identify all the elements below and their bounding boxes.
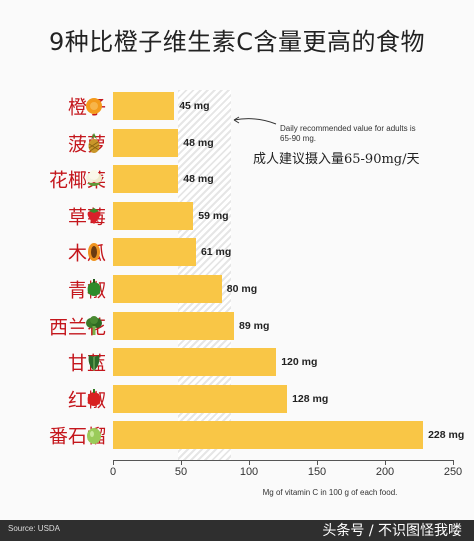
x-tick-label: 0 [109,466,117,478]
bar-value-label: 128 mg [292,392,329,405]
footer-bar [0,520,474,541]
bar-value-label: 48 mg [183,136,214,149]
orange-icon [86,98,102,114]
green-pepper-icon [87,279,101,296]
red-pepper-icon [87,388,101,406]
source-text: Source: USDA [8,524,61,533]
annotation-english: Daily recommended value for adults is 65… [280,124,416,143]
bar [113,275,222,303]
bar [113,348,277,377]
x-tick-label: 100 [239,466,259,478]
watermark-text: 头条号 / 不识图怪我喽 [322,523,462,539]
bar-value-label: 48 mg [183,173,214,186]
bar [113,201,194,230]
strawberry-icon [87,207,101,224]
x-tick [317,460,318,465]
bar [113,238,196,267]
papaya-icon [88,243,100,262]
kale-icon [88,355,100,372]
chart-title: 9种比橙子维生素C含量更高的食物 [48,28,426,56]
pineapple-icon [88,132,100,153]
bar-value-label: 61 mg [200,246,232,259]
x-axis-line [113,460,453,461]
bar [113,165,179,194]
x-tick-label: 50 [174,466,188,478]
bar [113,311,235,340]
x-tick [453,460,454,465]
bar-value-label: 45 mg [179,100,210,112]
x-tick [181,460,182,465]
x-axis-label: Mg of vitamin C in 100 g of each food. [262,488,398,497]
x-tick [249,460,250,465]
cauliflower-icon [86,170,102,187]
x-tick [385,460,386,465]
annotation-arrow-icon [233,116,277,125]
bar [113,128,179,157]
annotation-chinese: 成人建议摄入量65-90mg/天 [253,152,420,167]
x-tick-label: 250 [443,466,463,478]
bar-value-label: 59 mg [198,209,229,222]
bar-value-label: 228 mg [428,429,465,442]
x-tick [113,460,114,465]
bar [113,421,424,450]
bar-value-label: 120 mg [281,356,318,369]
guava-icon [87,428,101,445]
bar [113,384,288,413]
bar-value-label: 80 mg [226,283,258,295]
x-tick-label: 150 [307,466,327,478]
bar [113,92,175,120]
x-tick-label: 200 [375,466,395,478]
bar-value-label: 89 mg [239,319,270,332]
broccoli-icon [86,315,102,335]
